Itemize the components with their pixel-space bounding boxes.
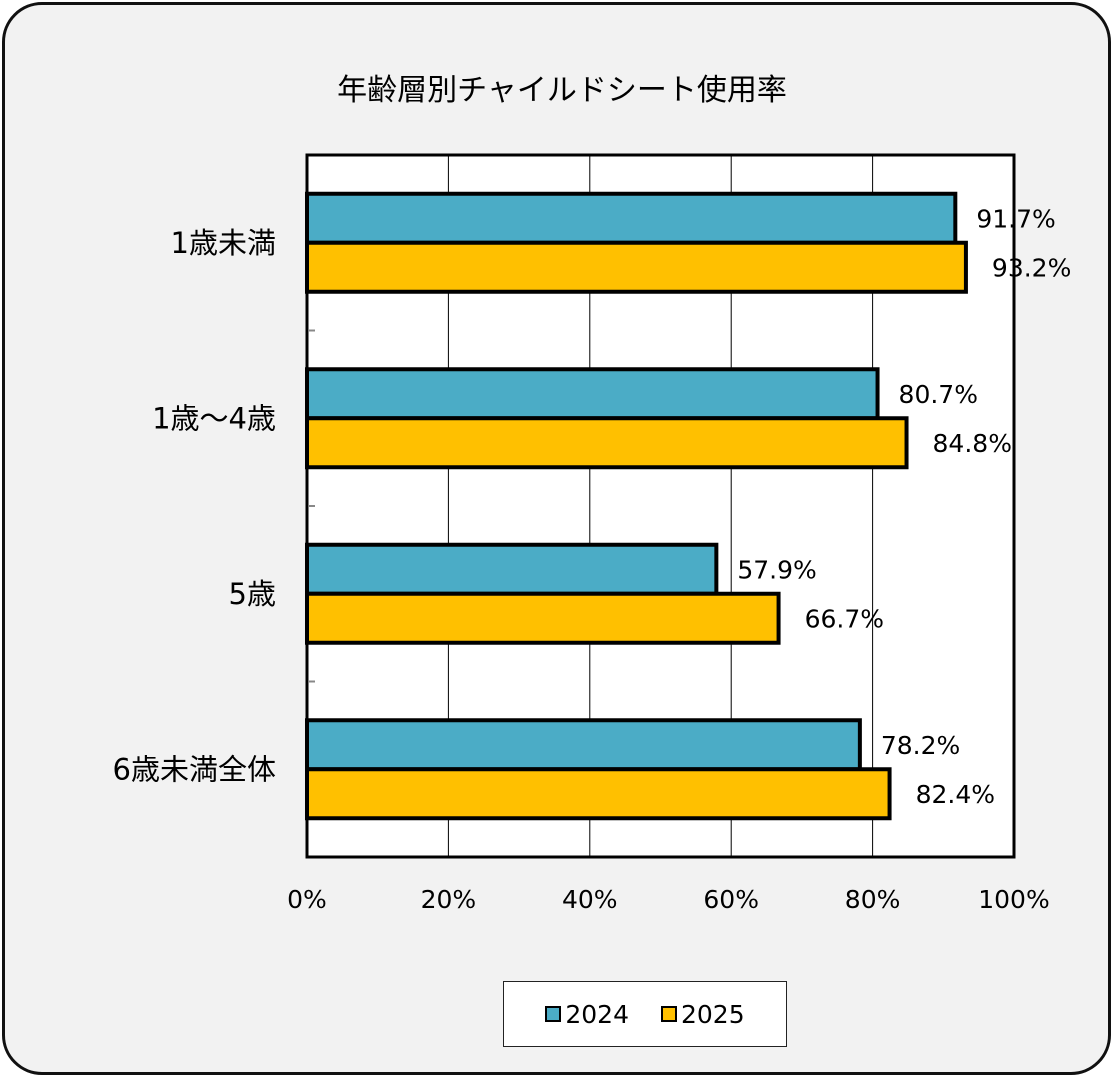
legend-label-2025: 2025 [681,999,745,1029]
data-label-2025: 66.7% [805,604,884,633]
data-label-2024: 91.7% [976,204,1055,233]
x-tick-label: 100% [978,885,1049,914]
data-label-2025: 93.2% [992,253,1071,282]
x-tick-label: 80% [845,885,901,914]
data-labels: 91.7% 93.2% 80.7% 84.8% 57.9% 66.7% 78.2% 82.4% [737,204,1071,809]
bar-2024 [305,191,958,245]
data-label-2024: 80.7% [899,380,978,409]
bar-2025 [305,767,892,821]
legend-item-2024: 2024 [545,1000,629,1029]
legend-label-2024: 2024 [565,999,629,1029]
legend: 2024 2025 [503,981,787,1047]
bar-2024 [305,367,880,421]
bar-2025 [305,591,781,645]
x-tick-labels: 0% 20% 40% 60% 80% 100% [287,885,1050,914]
data-label-2025: 84.8% [933,429,1012,458]
category-ticks [309,329,315,683]
x-tick-label: 40% [562,885,618,914]
data-label-2024: 78.2% [881,731,960,760]
bars [305,191,968,821]
x-tick-label: 60% [703,885,759,914]
category-label: 5歳 [229,577,276,611]
bar-2024 [305,718,862,772]
legend-item-2025: 2025 [661,1000,745,1029]
bar-2025 [305,416,909,470]
legend-swatch-2025 [661,1006,677,1022]
x-tick-label: 20% [421,885,477,914]
bar-2025 [305,240,968,294]
category-labels: 1歳未満 1歳～4歳 5歳 6歳未満全体 [113,226,276,787]
legend-swatch-2024 [545,1006,562,1022]
bar-2024 [305,542,719,596]
data-label-2025: 82.4% [916,780,995,809]
data-label-2024: 57.9% [737,555,816,584]
category-label: 6歳未満全体 [113,752,276,786]
category-label: 1歳未満 [171,226,276,260]
chart-title: 年齢層別チャイルドシート使用率 [337,73,787,108]
x-tick-label: 0% [287,885,327,914]
category-label: 1歳～4歳 [152,401,276,435]
